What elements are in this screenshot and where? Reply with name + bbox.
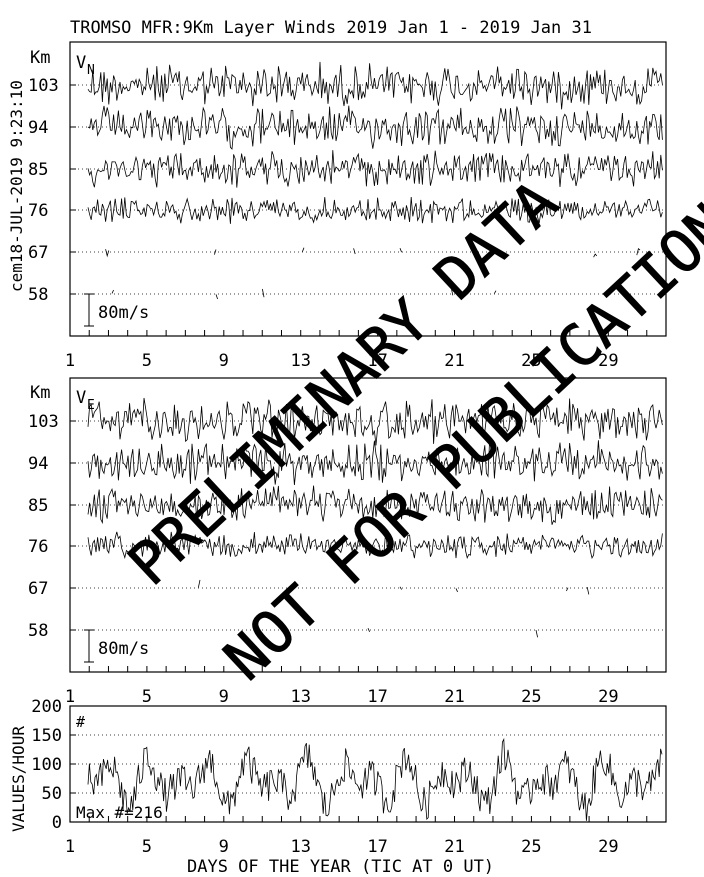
day-tick-label: 1 [65, 687, 75, 707]
day-tick-label: 29 [598, 837, 618, 857]
x-axis-label: DAYS OF THE YEAR (TIC AT 0 UT) [187, 857, 494, 877]
panel-count-max: Max #=216 [76, 803, 163, 822]
height-tick-label: 85 [28, 160, 48, 180]
height-tick-label: 94 [28, 454, 48, 474]
wind-trace-76km [87, 531, 663, 560]
count-tick-label: 0 [52, 813, 62, 833]
panel-vn-component: V [76, 53, 86, 73]
height-tick-label: 58 [28, 621, 48, 641]
count-tick-label: 150 [31, 726, 62, 746]
day-tick-label: 21 [444, 687, 464, 707]
day-tick-label: 5 [142, 837, 152, 857]
panel-vn-component-sub: N [87, 63, 95, 78]
height-tick-label: 76 [28, 537, 48, 557]
wind-trace-103km [87, 61, 663, 110]
panel-vn-gridlines [70, 84, 666, 295]
height-tick-label: 94 [28, 118, 48, 138]
day-tick-label: 25 [521, 687, 541, 707]
day-tick-label: 5 [142, 351, 152, 371]
day-tick-label: 21 [444, 351, 464, 371]
day-tick-label: 17 [367, 351, 387, 371]
panel-vn-scale-label: 80m/s [98, 303, 149, 323]
height-tick-label: 67 [28, 243, 48, 263]
day-tick-label: 29 [598, 351, 618, 371]
count-tick-label: 100 [31, 755, 62, 775]
day-tick-label: 25 [521, 837, 541, 857]
panel-vn-ticks: 103 94 85 76 67 58 1 5 9 13 17 21 25 29 [28, 76, 648, 371]
panel-vn-scale-bar [84, 293, 94, 327]
day-tick-label: 17 [367, 687, 387, 707]
panel-ve-frame [69, 377, 667, 673]
panel-count-trace [87, 737, 663, 821]
panel-vn-ylabel: Km [30, 48, 50, 68]
count-tick-label: 50 [42, 784, 62, 804]
wind-trace-103km [87, 397, 663, 446]
day-tick-label: 17 [367, 837, 387, 857]
count-tick-label: 200 [31, 697, 62, 717]
height-tick-label: 67 [28, 579, 48, 599]
panel-ve-scale-bar [84, 629, 94, 663]
panel-count-marker: # [76, 713, 85, 731]
wind-trace-94km [87, 105, 663, 150]
day-tick-label: 29 [598, 687, 618, 707]
height-tick-label: 103 [28, 76, 59, 96]
day-tick-label: 21 [444, 837, 464, 857]
chart-title: TROMSO MFR:9Km Layer Winds 2019 Jan 1 - … [70, 18, 592, 38]
height-tick-label: 103 [28, 412, 59, 432]
day-tick-label: 9 [219, 837, 229, 857]
side-stamp: cem18-JUL-2019 9:23:10 [7, 80, 26, 292]
height-tick-label: 58 [28, 285, 48, 305]
panel-vn-frame [69, 41, 667, 337]
day-tick-label: 1 [65, 837, 75, 857]
wind-trace-85km [87, 485, 663, 525]
day-tick-label: 9 [219, 351, 229, 371]
day-tick-label: 25 [521, 351, 541, 371]
day-tick-label: 5 [142, 687, 152, 707]
day-tick-label: 13 [290, 351, 310, 371]
panel-ve-component-sub: E [87, 398, 95, 413]
day-tick-label: 13 [290, 837, 310, 857]
panel-vn-traces [87, 61, 663, 299]
panel-ve-traces [87, 397, 663, 637]
panel-count-ylabel: VALUES/HOUR [9, 726, 28, 832]
panel-ve-scale-label: 80m/s [98, 639, 149, 659]
panel-ve-component: V [76, 388, 86, 408]
wind-trace-67km [105, 247, 641, 258]
day-tick-label: 1 [65, 351, 75, 371]
count-trace [87, 737, 663, 821]
day-tick-label: 9 [219, 687, 229, 707]
panel-ve-ticks: 103 94 85 76 67 58 1 5 9 13 17 21 25 29 [28, 412, 648, 707]
height-tick-label: 85 [28, 496, 48, 516]
wind-trace-58km [368, 628, 662, 637]
wind-trace-76km [87, 196, 663, 224]
panel-count-gridlines [70, 734, 666, 794]
wind-trace-94km [87, 440, 663, 486]
day-tick-label: 13 [290, 687, 310, 707]
panel-count-ticks: 0 50 100 150 200 1 5 9 13 17 21 25 29 [31, 697, 648, 857]
panel-ve-ylabel: Km [30, 383, 50, 403]
wind-trace-85km [87, 150, 663, 188]
height-tick-label: 76 [28, 201, 48, 221]
